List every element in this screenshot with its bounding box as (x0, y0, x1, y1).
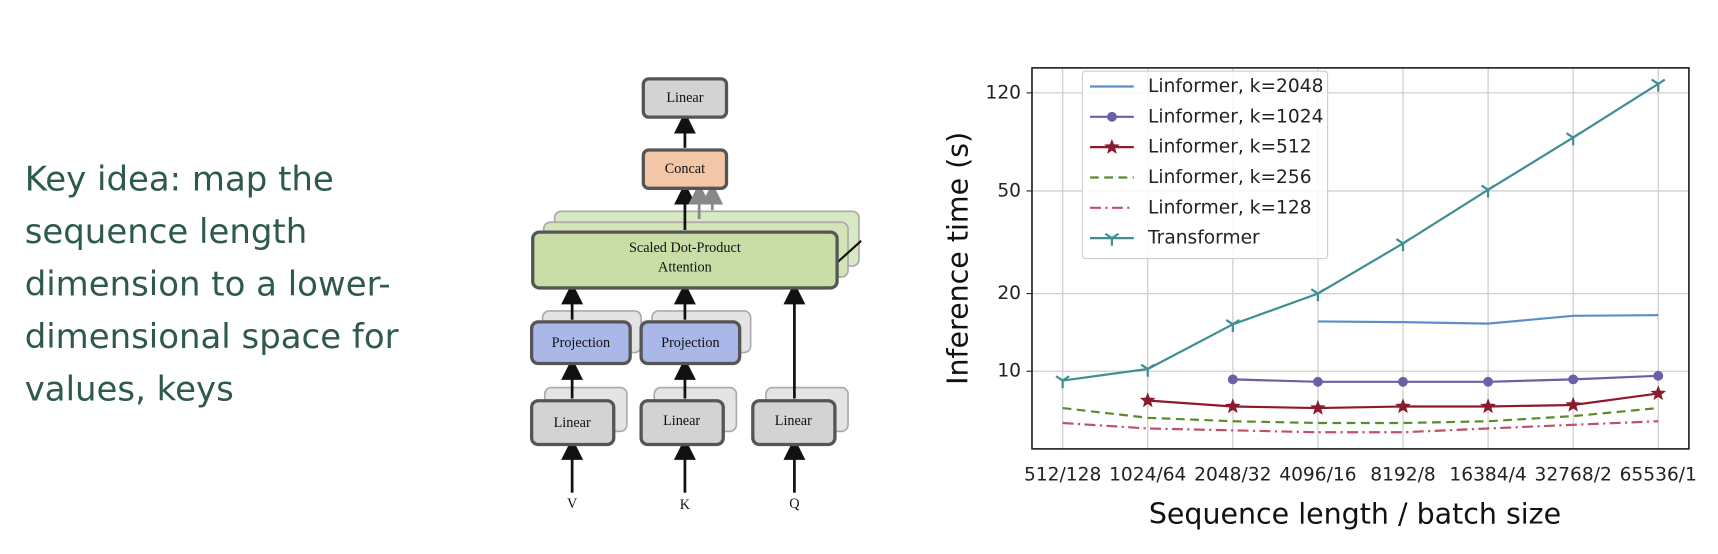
x-tick-label: 1024/64 (1109, 465, 1186, 486)
idea-line: values, keys (25, 370, 234, 410)
box-label: Linear (554, 415, 591, 431)
idea-line: Key idea: map the (25, 160, 334, 200)
series-line (1232, 374, 1659, 383)
legend-label: Transformer (1147, 228, 1260, 249)
legend-label: Linformer, k=1024 (1148, 106, 1323, 127)
point (1104, 232, 1120, 246)
box (639, 320, 742, 366)
box (639, 399, 725, 447)
point (1310, 399, 1326, 415)
point (1312, 376, 1323, 387)
box (751, 399, 837, 447)
point (1225, 398, 1241, 414)
x-tick-label: 65536/1 (1620, 465, 1697, 486)
point (1480, 184, 1496, 198)
box-label: Linear (775, 413, 812, 429)
series-line (1062, 82, 1659, 382)
idea-line: sequence length (25, 212, 308, 252)
box-label: Linear (666, 90, 703, 106)
box (529, 399, 616, 447)
input-label: Q (789, 496, 800, 512)
y-axis-label: Inference time (s) (942, 132, 975, 385)
chart: Inference time (s) Sequence length / bat… (942, 67, 1697, 531)
input-label: V (567, 496, 578, 512)
legend-box (1081, 70, 1329, 260)
x-axis-label: Sequence length / batch size (1149, 498, 1561, 531)
box (529, 320, 632, 366)
box (531, 230, 839, 290)
point (1104, 138, 1120, 154)
point (1227, 374, 1238, 385)
x-tick-label: 2048/32 (1194, 465, 1271, 486)
y-tick-label: 10 (997, 361, 1021, 382)
x-tick-label: 8192/8 (1370, 465, 1435, 486)
point (1651, 78, 1666, 92)
x-tick-label: 512/128 (1024, 465, 1101, 486)
point (1568, 374, 1579, 385)
x-tick-label: 16384/4 (1449, 465, 1526, 486)
plot-frame (1031, 67, 1690, 450)
box-label: Projection (661, 335, 719, 351)
box (641, 148, 729, 190)
x-tick-label: 4096/16 (1279, 465, 1356, 486)
legend: Linformer, k=2048 Linformer, k=1024 Linfor… (1081, 70, 1329, 260)
x-tick-label: 32768/2 (1535, 465, 1612, 486)
legend-label: Linformer, k=512 (1148, 137, 1312, 158)
box (641, 77, 729, 119)
point (1483, 376, 1494, 387)
y-tick-label: 120 (986, 82, 1022, 103)
point (1480, 398, 1496, 414)
point (1395, 398, 1411, 414)
point (1139, 392, 1156, 408)
point (1565, 132, 1581, 146)
legend-label: Linformer, k=256 (1148, 167, 1312, 188)
point (1310, 288, 1326, 302)
legend-label: Linformer, k=128 (1148, 197, 1312, 218)
idea-line: dimensional space for (25, 317, 399, 357)
point (1398, 376, 1408, 387)
idea-line: dimension to a lower- (25, 265, 391, 305)
y-tick-label: 50 (997, 180, 1021, 201)
box-label: Projection (552, 335, 610, 351)
point (1225, 319, 1240, 333)
box-label: Linear (663, 413, 700, 429)
point (1653, 370, 1664, 381)
point (1106, 111, 1117, 122)
point (1565, 396, 1581, 412)
diagram: Linear Concat Scaled Dot-Product Attenti… (529, 77, 862, 513)
box-label: Attention (658, 260, 712, 276)
legend-label: Linformer, k=2048 (1148, 76, 1323, 97)
box-label: Scaled Dot-Product (629, 240, 741, 256)
series-line (1062, 406, 1659, 425)
point (1055, 375, 1070, 389)
point (1395, 238, 1411, 252)
input-label: K (680, 497, 691, 513)
series-line (1317, 314, 1659, 325)
point (1650, 385, 1667, 401)
box-label: Concat (665, 161, 705, 177)
point (1140, 363, 1155, 377)
y-tick-label: 20 (997, 283, 1021, 304)
key-idea: Key idea: map the sequence length dimens… (25, 160, 399, 410)
